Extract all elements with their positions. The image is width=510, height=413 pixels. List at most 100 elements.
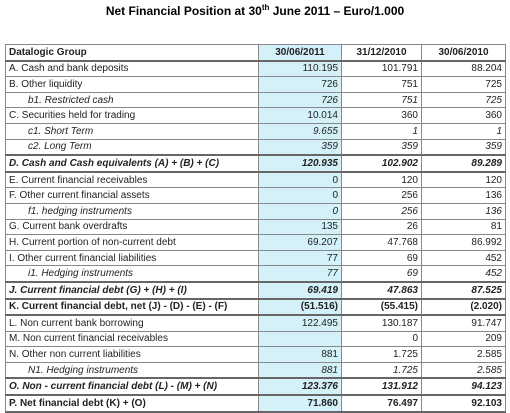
label-cell: L. Non current bank borrowing [5,314,259,332]
value-cell: 360 [421,107,506,124]
value-cell: 1.725 [341,346,422,363]
value-cell: 10.014 [258,107,342,124]
label-cell: B. Other liquidity [5,76,259,93]
table-row: A. Cash and bank deposits 110.195 101.791 8… [5,60,506,78]
table-row: B. Other liquidity 726 751 725 [5,76,506,93]
value-cell: 77 [258,265,342,283]
label-cell: G. Current bank overdrafts [5,218,259,236]
table-row: N1. Hedging instruments 881 1.725 2.585 [5,361,506,379]
value-cell: 881 [258,346,342,363]
value-cell: 47.863 [341,280,422,300]
value-cell: 2.585 [421,361,506,379]
value-cell: 86.992 [421,234,506,251]
label-cell: N1. Hedging instruments [5,361,259,379]
table-row: G. Current bank overdrafts 135 26 81 [5,218,506,236]
value-cell: 92.103 [421,394,506,413]
label-cell: M. Non current financial receivables [5,330,259,348]
value-cell: 26 [341,218,422,236]
title-text: Net Financial Position at 30 [105,4,262,18]
value-cell: 47.768 [341,234,422,251]
value-cell [258,330,342,348]
value-cell: 0 [258,171,342,189]
value-cell: 69 [341,249,422,267]
table-row: D. Cash and Cash equivalents (A) + (B) +… [5,154,506,173]
financial-table: Datalogic Group 30/06/2011 31/12/2010 30/06… [5,43,506,413]
table-row: c2. Long Term 359 359 359 [5,138,506,156]
value-cell: 1.725 [341,361,422,379]
value-cell: 0 [258,187,342,204]
value-cell: 120.935 [258,154,342,173]
label-cell: I. Other current financial liabilities [5,249,259,267]
value-cell: (51.516) [258,297,342,317]
value-cell: 81 [421,218,506,236]
value-cell: 209 [421,330,506,348]
table-row: K. Current financial debt, net (J) - (D)… [5,297,506,317]
title-sup: th [261,3,270,12]
value-cell: 71.860 [258,394,342,413]
label-cell: N. Other non current liabilities [5,346,259,363]
value-cell: 31/12/2010 [341,43,422,62]
value-cell: 2.585 [421,346,506,363]
value-cell: 256 [341,187,422,204]
label-cell: c1. Short Term [5,122,259,140]
value-cell: 120 [421,171,506,189]
label-cell: c2. Long Term [5,138,259,156]
label-cell: Datalogic Group [5,43,259,62]
value-cell: 87.525 [421,280,506,300]
value-cell: 452 [421,249,506,267]
table-row: P. Net financial debt (K) + (O) 71.860 76.… [5,394,506,413]
value-cell: 30/06/2010 [421,43,506,62]
label-cell: F. Other current financial assets [5,187,259,204]
table-row: F. Other current financial assets 0 256 136 [5,187,506,204]
value-cell: 131.912 [341,377,422,397]
value-cell: 120 [341,171,422,189]
table-row: C. Securities held for trading 10.014 360 3… [5,107,506,124]
value-cell: 77 [258,249,342,267]
value-cell: 726 [258,91,342,109]
value-cell: 135 [258,218,342,236]
table-row: M. Non current financial receivables 0 209 [5,330,506,348]
table-row: Datalogic Group 30/06/2011 31/12/2010 30/06… [5,43,506,62]
table-row: I. Other current financial liabilities 77… [5,249,506,267]
value-cell: 88.204 [421,60,506,78]
value-cell: 123.376 [258,377,342,397]
value-cell: 1 [341,122,422,140]
value-cell: (55.415) [341,297,422,317]
value-cell: 0 [341,330,422,348]
label-cell: A. Cash and bank deposits [5,60,259,78]
value-cell: 122.495 [258,314,342,332]
label-cell: K. Current financial debt, net (J) - (D)… [5,297,259,317]
table-row: N. Other non current liabilities 881 1.725… [5,346,506,363]
value-cell: 0 [258,202,342,220]
label-cell: E. Current financial receivables [5,171,259,189]
value-cell: 110.195 [258,60,342,78]
value-cell: 256 [341,202,422,220]
value-cell: 136 [421,202,506,220]
table-row: f1. hedging instruments 0 256 136 [5,202,506,220]
table-row: H. Current portion of non-current debt 69… [5,234,506,251]
label-cell: D. Cash and Cash equivalents (A) + (B) +… [5,154,259,173]
label-cell: P. Net financial debt (K) + (O) [5,394,259,413]
value-cell: (2.020) [421,297,506,317]
value-cell: 101.791 [341,60,422,78]
table-row: i1. Hedging instruments 77 69 452 [5,265,506,283]
value-cell: 726 [258,76,342,93]
title: Net Financial Position at 30th June 2011… [0,3,510,18]
value-cell: 725 [421,76,506,93]
value-cell: 359 [421,138,506,156]
value-cell: 359 [341,138,422,156]
value-cell: 751 [341,91,422,109]
label-cell: b1. Restricted cash [5,91,259,109]
value-cell: 69 [341,265,422,283]
label-cell: J. Current financial debt (G) + (H) + (I… [5,280,259,300]
value-cell: 136 [421,187,506,204]
value-cell: 452 [421,265,506,283]
value-cell: 360 [341,107,422,124]
table-row: O. Non - current financial debt (L) - (M… [5,377,506,397]
value-cell: 102.902 [341,154,422,173]
table-row: c1. Short Term 9.655 1 1 [5,122,506,140]
value-cell: 91.747 [421,314,506,332]
label-cell: i1. Hedging instruments [5,265,259,283]
value-cell: 69.419 [258,280,342,300]
